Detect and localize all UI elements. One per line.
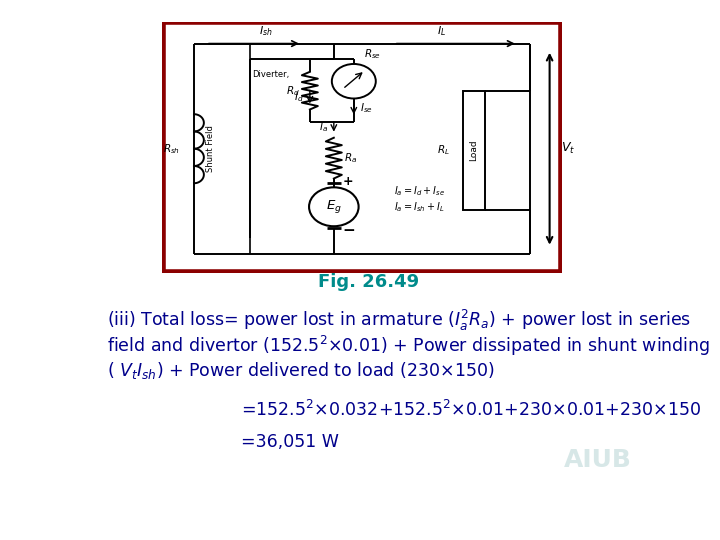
Text: $I_a = I_d + I_{se}$: $I_a = I_d + I_{se}$: [394, 184, 445, 198]
Text: +: +: [343, 175, 354, 188]
Text: $I_a$: $I_a$: [319, 120, 328, 133]
Text: $R_{se}$: $R_{se}$: [364, 48, 381, 62]
Text: =152.5$^2$$\times$0.032+152.5$^2$$\times$0.01+230$\times$0.01+230$\times$150: =152.5$^2$$\times$0.032+152.5$^2$$\times…: [240, 400, 701, 420]
Text: field and divertor (152.5$^2$$\times$0.01) + Power dissipated in shunt winding: field and divertor (152.5$^2$$\times$0.0…: [107, 334, 710, 359]
Text: Diverter,: Diverter,: [253, 70, 290, 79]
Text: Shunt Field: Shunt Field: [206, 125, 215, 172]
Text: $I_L$: $I_L$: [437, 24, 446, 38]
Circle shape: [309, 187, 359, 226]
Text: −: −: [343, 224, 356, 239]
Text: $I_{se}$: $I_{se}$: [360, 101, 373, 115]
Text: Load: Load: [469, 139, 478, 161]
Text: Fig. 26.49: Fig. 26.49: [318, 273, 420, 291]
Text: AIUB: AIUB: [563, 448, 631, 472]
Text: $R_d$: $R_d$: [286, 84, 300, 98]
Text: $I_{sh}$: $I_{sh}$: [259, 24, 273, 38]
Text: ( $V_t I_{sh}$) + Power delivered to load (230$\times$150): ( $V_t I_{sh}$) + Power delivered to loa…: [107, 360, 494, 381]
Text: =36,051 W: =36,051 W: [240, 433, 338, 451]
Text: $V_t$: $V_t$: [561, 141, 575, 156]
Text: (iii) Total loss= power lost in armature ($I_a^2 R_a$) + power lost in series: (iii) Total loss= power lost in armature…: [107, 308, 691, 333]
Bar: [463, 91, 485, 210]
Text: $I_d$: $I_d$: [294, 90, 304, 104]
Text: $R_L$: $R_L$: [437, 144, 450, 157]
Text: $R_{sh}$: $R_{sh}$: [163, 142, 180, 156]
Text: $I_a = I_{sh} + I_L$: $I_a = I_{sh} + I_L$: [394, 200, 444, 214]
Text: $E_g$: $E_g$: [326, 198, 342, 215]
Text: $R_a$: $R_a$: [344, 151, 357, 165]
